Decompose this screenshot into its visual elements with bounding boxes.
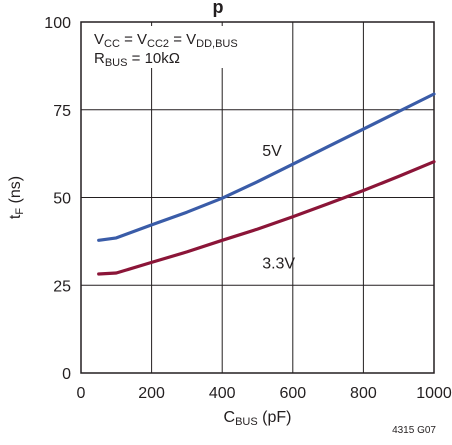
x-tick-label-1000: 1000: [416, 385, 452, 402]
annotation-line-2: RBUS = 10kΩ: [94, 50, 180, 69]
y-tick-label-0: 0: [62, 366, 71, 383]
y-axis-label: tF (ns): [7, 176, 26, 219]
y-tick-label-75: 75: [53, 103, 71, 120]
x-tick-label-400: 400: [209, 385, 236, 402]
series-label-5V: 5V: [262, 143, 282, 160]
x-axis-label: CBUS (pF): [224, 409, 292, 428]
tick-labels: 0 200 400 600 800 1000 0 25 50 75 100: [44, 15, 452, 402]
figure-footnote: 4315 G07: [392, 425, 436, 436]
annotation-subscript: CC: [104, 38, 120, 50]
annotation-line-1: VCC = VCC2 = VDD,BUS: [94, 31, 238, 50]
y-axis-label-subscript: F: [14, 208, 26, 215]
annotation-text: R: [94, 50, 105, 67]
annotation-text: = V: [120, 31, 147, 48]
series-line-5V: [97, 92, 436, 242]
x-tick-label-800: 800: [350, 385, 377, 402]
grid-lines: [81, 22, 434, 373]
x-tick-label-200: 200: [138, 385, 165, 402]
y-axis-label-text: (ns): [7, 176, 24, 208]
y-axis-label-text: t: [7, 214, 24, 219]
annotation-subscript: BUS: [105, 57, 128, 69]
annotation-text: = V: [169, 31, 196, 48]
y-tick-label-25: 25: [53, 278, 71, 295]
annotation-subscript: DD,BUS: [196, 38, 238, 50]
x-axis-label-subscript: BUS: [235, 416, 258, 428]
annotation-subscript: CC2: [147, 38, 169, 50]
chart-title-fragment: p: [213, 0, 224, 17]
annotation-background: [85, 26, 253, 68]
x-axis-label-text: C: [224, 409, 236, 426]
annotation-text: = 10kΩ: [127, 50, 180, 67]
series-line-33V: [97, 160, 436, 276]
series-layer: 5V 3.3V: [97, 92, 436, 276]
x-tick-label-600: 600: [279, 385, 306, 402]
x-tick-label-0: 0: [77, 385, 86, 402]
annotation-text: V: [94, 31, 104, 48]
axis-labels: CBUS (pF) tF (ns) 4315 G07: [7, 176, 436, 436]
x-axis-label-text: (pF): [258, 409, 292, 426]
y-tick-label-50: 50: [53, 191, 71, 208]
y-tick-label-100: 100: [44, 15, 71, 32]
series-label-33V: 3.3V: [262, 255, 295, 272]
